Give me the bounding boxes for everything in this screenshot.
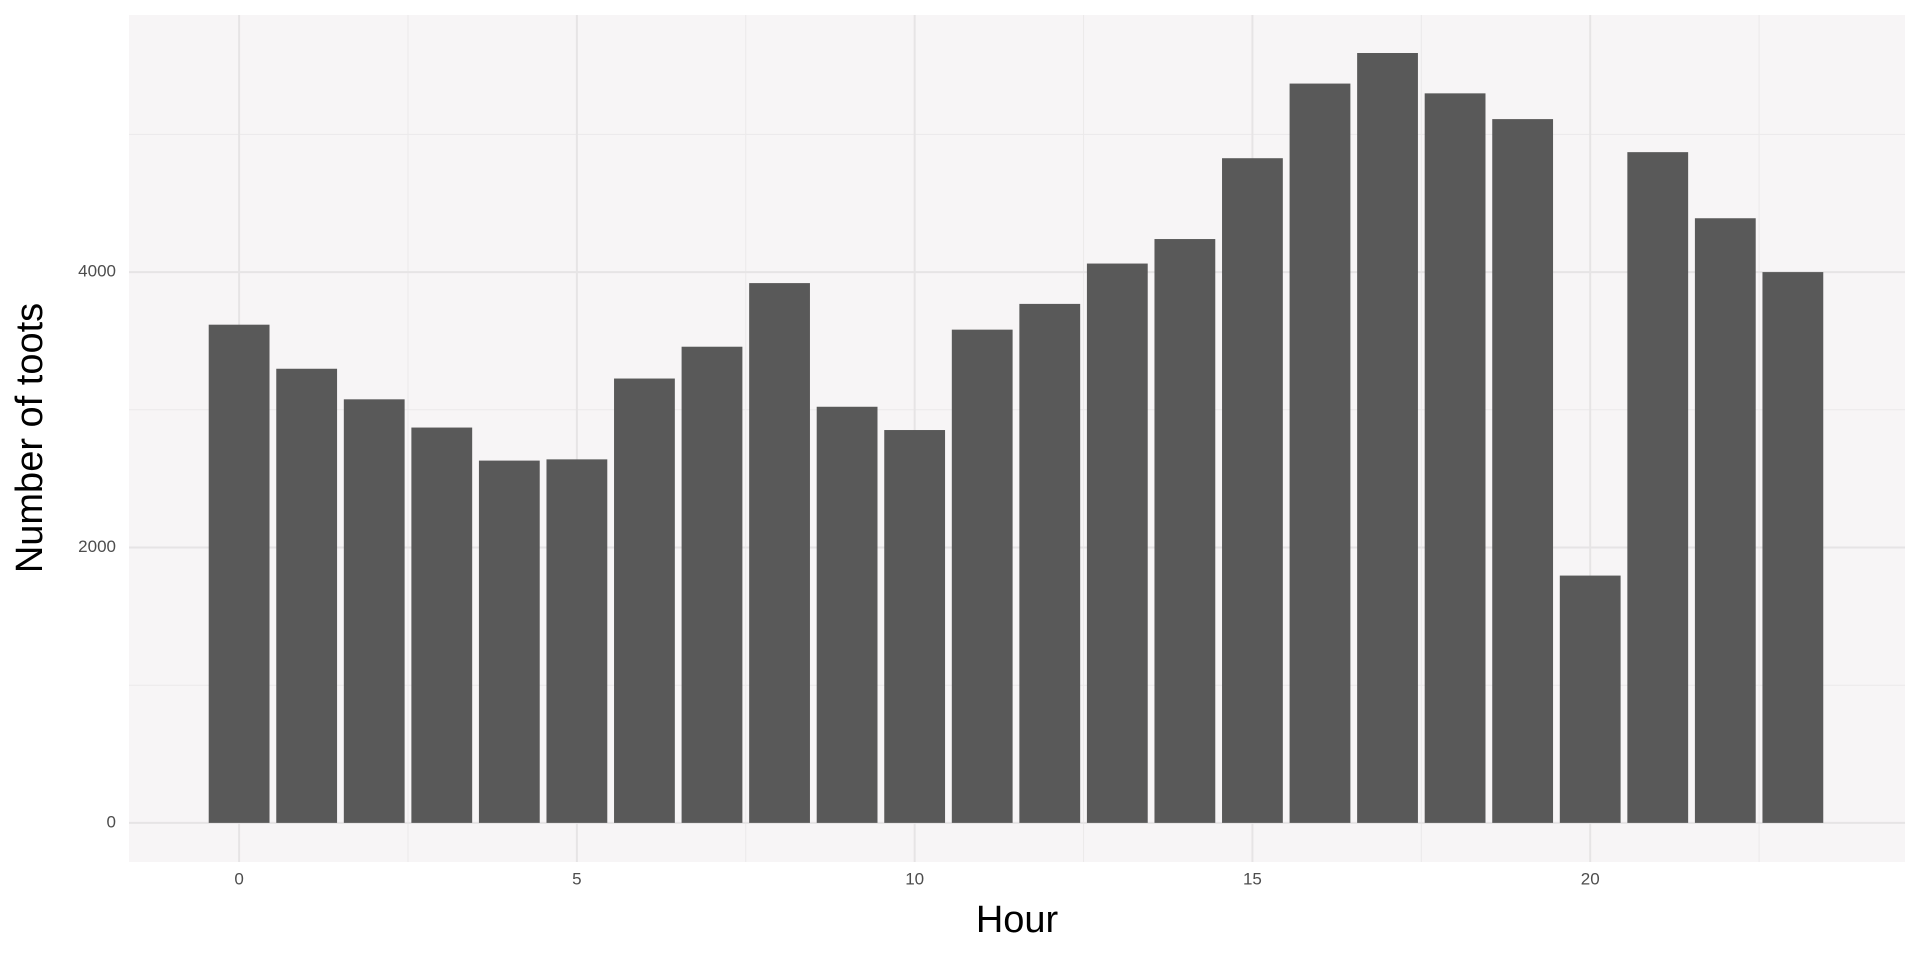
bar [614, 378, 675, 823]
x-tick-label: 0 [234, 869, 243, 888]
bar [478, 460, 540, 823]
bar [1627, 152, 1689, 823]
x-tick-label: 20 [1581, 869, 1600, 888]
y-tick-label: 2000 [78, 537, 116, 556]
bar [1492, 119, 1554, 823]
bar [816, 406, 878, 823]
bar [411, 427, 473, 823]
bar [208, 324, 270, 823]
bar [1694, 218, 1756, 823]
x-tick-label: 10 [905, 869, 924, 888]
bar [1289, 83, 1351, 823]
y-tick-label: 4000 [78, 262, 116, 281]
bar [546, 459, 608, 823]
bar [276, 368, 338, 823]
x-tick-label: 5 [572, 869, 581, 888]
bar [1424, 93, 1486, 823]
bar [749, 283, 810, 823]
bar [343, 399, 405, 823]
x-axis-title: Hour [976, 899, 1059, 941]
y-axis-title: Number of toots [9, 303, 51, 573]
bar [1559, 575, 1621, 823]
bar [884, 430, 946, 823]
y-tick-label: 0 [107, 812, 116, 831]
bar [1222, 158, 1283, 823]
bar [681, 346, 743, 823]
bar [1762, 272, 1824, 823]
bar [951, 329, 1013, 823]
bar [1019, 303, 1081, 823]
bar [1154, 239, 1216, 823]
bar [1357, 53, 1418, 823]
x-tick-label: 15 [1243, 869, 1262, 888]
bar [1086, 263, 1148, 823]
